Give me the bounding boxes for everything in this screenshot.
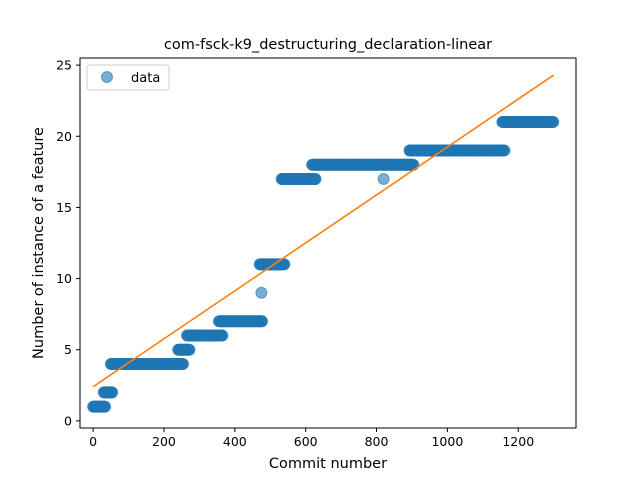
y-tick-label: 25 bbox=[56, 58, 72, 73]
y-tick-label: 10 bbox=[56, 271, 72, 286]
x-tick-label: 400 bbox=[223, 434, 247, 449]
data-point bbox=[547, 116, 560, 129]
x-tick-label: 200 bbox=[152, 434, 176, 449]
y-tick-label: 5 bbox=[64, 342, 72, 357]
data-point bbox=[256, 315, 269, 328]
y-tick-label: 15 bbox=[56, 200, 72, 215]
x-tick-label: 0 bbox=[89, 434, 97, 449]
data-point bbox=[99, 400, 112, 413]
data-point bbox=[309, 172, 322, 185]
chart-title: com-fsck-k9_destructuring_declaration-li… bbox=[164, 37, 492, 53]
y-tick-label: 20 bbox=[56, 129, 72, 144]
x-tick-label: 1200 bbox=[502, 434, 534, 449]
data-point bbox=[216, 329, 229, 342]
data-point bbox=[183, 343, 196, 356]
legend-label-data: data bbox=[131, 71, 160, 86]
x-tick-label: 1000 bbox=[431, 434, 463, 449]
y-tick-label: 0 bbox=[64, 413, 72, 428]
x-axis-label: Commit number bbox=[269, 456, 387, 472]
y-axis-label: Number of instance of a feature bbox=[31, 127, 47, 359]
data-point bbox=[278, 258, 291, 271]
legend-marker-data bbox=[101, 71, 113, 83]
data-point bbox=[498, 144, 511, 157]
data-point bbox=[106, 386, 119, 399]
data-point-outlier bbox=[377, 172, 390, 185]
x-tick-label: 600 bbox=[294, 434, 318, 449]
plot-marks bbox=[87, 74, 560, 413]
plot-frame bbox=[79, 57, 577, 429]
x-tick-label: 800 bbox=[365, 434, 389, 449]
data-point bbox=[177, 357, 190, 370]
y-axis-ticks: 0 5 10 15 20 25 bbox=[56, 58, 80, 428]
data-point-outlier bbox=[255, 286, 268, 299]
legend: data bbox=[86, 64, 170, 91]
data-point bbox=[407, 158, 420, 171]
x-axis-ticks: 0 200 400 600 800 1000 1200 bbox=[89, 428, 534, 449]
fit-line bbox=[92, 74, 555, 388]
